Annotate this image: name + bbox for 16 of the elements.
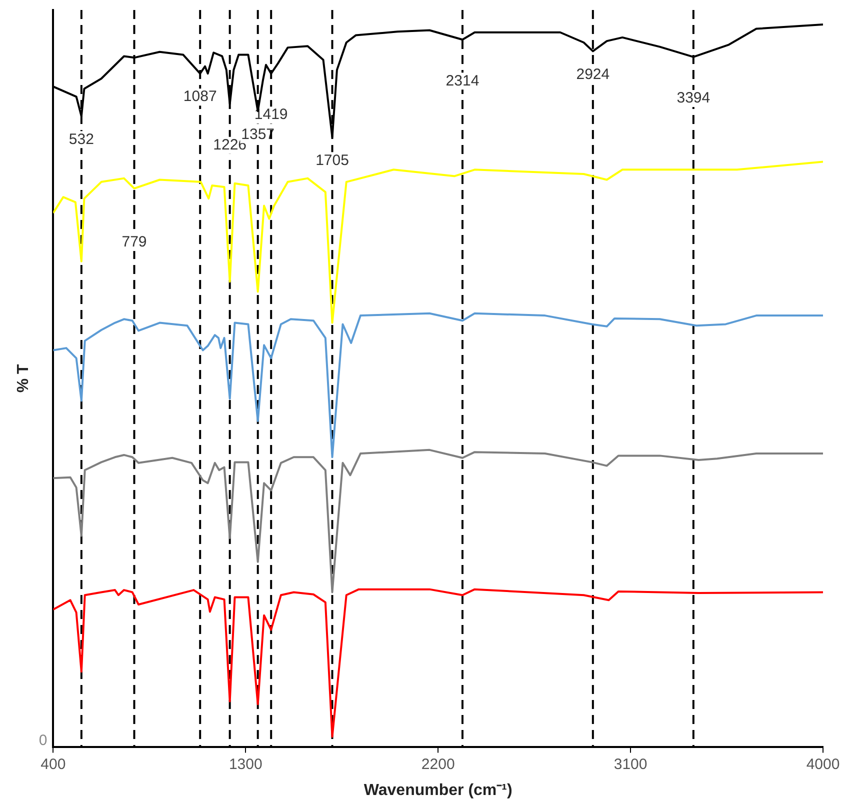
text: 0: [38, 732, 48, 749]
x-tick-label: 3100: [614, 756, 648, 773]
ref-line-label: 2314: [446, 72, 480, 90]
ref-line-label: 532: [68, 130, 94, 148]
x-tick-label: 4000: [806, 756, 840, 773]
ref-line-label: 3394: [676, 90, 710, 107]
x-tick-label: 400: [40, 756, 66, 773]
ref-line-label: 1705: [316, 152, 349, 169]
y-axis-title: % T: [15, 364, 32, 393]
ref-line-label: 1419: [254, 106, 288, 124]
x-tick-label: 1300: [228, 756, 262, 773]
ref-line-label: 2924: [576, 66, 610, 83]
x-tick-label: 2200: [421, 756, 455, 773]
ref-line-label: 779: [122, 234, 147, 251]
ref-line-label: 1087: [183, 88, 217, 106]
x-axis-title: Wavenumber (cm⁻¹): [364, 782, 512, 799]
